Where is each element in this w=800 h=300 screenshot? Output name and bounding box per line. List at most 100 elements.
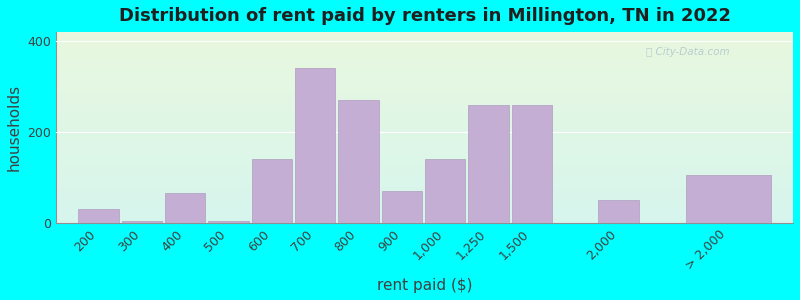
Bar	[56, 153, 793, 154]
Bar	[56, 205, 793, 206]
Bar	[56, 104, 793, 106]
Bar	[56, 190, 793, 191]
X-axis label: rent paid ($): rent paid ($)	[377, 278, 472, 293]
Bar	[56, 107, 793, 108]
Bar	[165, 193, 206, 223]
Bar	[56, 141, 793, 142]
Bar	[56, 142, 793, 143]
Bar	[56, 67, 793, 68]
Bar	[56, 193, 793, 194]
Bar	[56, 52, 793, 53]
Bar	[56, 207, 793, 208]
Bar	[56, 97, 793, 98]
Bar	[56, 40, 793, 42]
Bar	[56, 60, 793, 61]
Bar	[56, 99, 793, 100]
Bar	[56, 123, 793, 124]
Bar	[56, 203, 793, 204]
Bar	[56, 197, 793, 198]
Bar	[598, 200, 638, 223]
Bar	[56, 212, 793, 213]
Bar	[56, 202, 793, 203]
Bar	[295, 68, 335, 223]
Bar	[56, 169, 793, 170]
Bar	[56, 216, 793, 217]
Bar	[56, 140, 793, 141]
Bar	[56, 200, 793, 201]
Title: Distribution of rent paid by renters in Millington, TN in 2022: Distribution of rent paid by renters in …	[118, 7, 730, 25]
Bar	[338, 100, 378, 223]
Bar	[56, 94, 793, 95]
Bar	[56, 191, 793, 192]
Bar	[468, 105, 509, 223]
Bar	[56, 80, 793, 81]
Bar	[56, 51, 793, 52]
Bar	[56, 162, 793, 163]
Bar	[56, 53, 793, 54]
Bar	[56, 129, 793, 130]
Bar	[56, 124, 793, 125]
Bar	[56, 169, 793, 170]
Bar	[56, 82, 793, 83]
Bar	[56, 177, 793, 178]
Bar	[56, 165, 793, 166]
Bar	[56, 183, 793, 184]
Bar	[56, 63, 793, 64]
Bar	[56, 149, 793, 150]
Bar	[56, 89, 793, 90]
Bar	[56, 81, 793, 82]
Bar	[56, 136, 793, 137]
Bar	[56, 187, 793, 188]
Bar	[56, 196, 793, 197]
Bar	[56, 222, 793, 223]
Bar	[56, 172, 793, 173]
Bar	[56, 131, 793, 132]
Bar	[56, 167, 793, 169]
Bar	[56, 35, 793, 36]
Bar	[56, 182, 793, 183]
Bar	[56, 213, 793, 214]
Bar	[56, 148, 793, 149]
Text: ⓘ City-Data.com: ⓘ City-Data.com	[646, 47, 730, 57]
Bar	[56, 134, 793, 135]
Bar	[56, 198, 793, 199]
Bar	[56, 146, 793, 148]
Bar	[686, 175, 770, 223]
Bar	[56, 194, 793, 195]
Bar	[56, 59, 793, 60]
Bar	[56, 84, 793, 85]
Bar	[56, 155, 793, 156]
Bar	[56, 215, 793, 216]
Bar	[56, 171, 793, 172]
Bar	[56, 152, 793, 153]
Bar	[56, 120, 793, 121]
Bar	[208, 220, 249, 223]
Bar	[56, 108, 793, 109]
Bar	[56, 58, 793, 59]
Bar	[56, 150, 793, 151]
Bar	[56, 92, 793, 93]
Bar	[56, 32, 793, 33]
Bar	[56, 106, 793, 107]
Bar	[56, 111, 793, 112]
Bar	[56, 102, 793, 103]
Bar	[56, 110, 793, 111]
Bar	[56, 100, 793, 101]
Bar	[56, 128, 793, 129]
Bar	[56, 50, 793, 51]
Bar	[56, 189, 793, 190]
Bar	[56, 66, 793, 67]
Bar	[56, 86, 793, 87]
Bar	[56, 135, 793, 136]
Bar	[56, 156, 793, 157]
Bar	[56, 87, 793, 88]
Bar	[56, 210, 793, 211]
Bar	[56, 69, 793, 70]
Bar	[56, 125, 793, 127]
Bar	[56, 175, 793, 176]
Bar	[56, 138, 793, 139]
Bar	[56, 117, 793, 118]
Bar	[56, 181, 793, 182]
Bar	[122, 220, 162, 223]
Bar	[56, 70, 793, 71]
